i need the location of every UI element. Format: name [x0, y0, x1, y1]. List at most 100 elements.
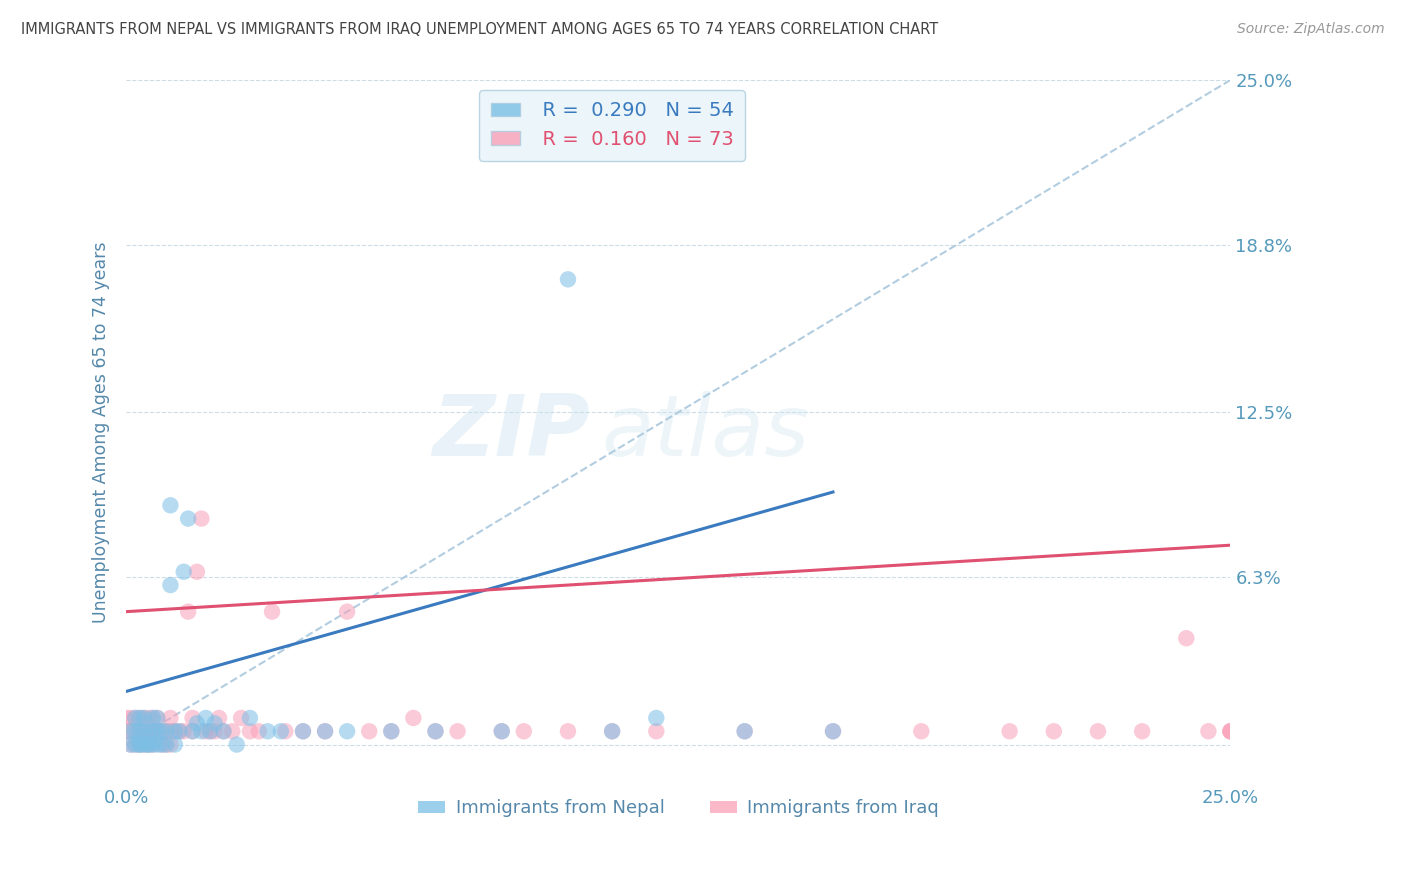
Point [155, 738, 177, 752]
Point [115, 711, 138, 725]
Point [128, 738, 150, 752]
Point [163, 724, 186, 739]
Point [256, 724, 278, 739]
Point [557, 724, 579, 739]
Point [557, 272, 579, 286]
Point [177, 605, 200, 619]
Point [150, 724, 173, 739]
Point [150, 738, 173, 752]
Point [1219, 724, 1241, 739]
Point [173, 565, 195, 579]
Text: atlas: atlas [602, 391, 808, 474]
Point [204, 716, 226, 731]
Point [142, 738, 165, 752]
Point [159, 498, 181, 512]
Point [159, 738, 181, 752]
Point [132, 738, 155, 752]
Point [120, 724, 142, 739]
Point [146, 711, 169, 725]
Point [194, 724, 217, 739]
Point [204, 724, 226, 739]
Point [169, 724, 191, 739]
Point [910, 724, 932, 739]
Point [1130, 724, 1153, 739]
Point [146, 738, 169, 752]
Point [380, 724, 402, 739]
Text: ZIP: ZIP [433, 391, 591, 474]
Point [208, 711, 231, 725]
Point [124, 711, 146, 725]
Point [734, 724, 756, 739]
Point [181, 711, 204, 725]
Point [998, 724, 1021, 739]
Point [124, 711, 146, 725]
Point [336, 724, 359, 739]
Y-axis label: Unemployment Among Ages 65 to 74 years: Unemployment Among Ages 65 to 74 years [93, 242, 110, 623]
Point [132, 738, 155, 752]
Point [186, 565, 208, 579]
Point [402, 711, 425, 725]
Point [159, 711, 181, 725]
Point [124, 724, 146, 739]
Point [181, 724, 204, 739]
Point [314, 724, 336, 739]
Point [138, 711, 160, 725]
Point [128, 711, 150, 725]
Point [600, 724, 623, 739]
Point [177, 511, 200, 525]
Point [128, 711, 150, 725]
Point [163, 724, 186, 739]
Point [821, 724, 844, 739]
Point [173, 724, 195, 739]
Point [491, 724, 513, 739]
Point [159, 724, 181, 739]
Point [231, 711, 253, 725]
Point [260, 605, 283, 619]
Point [115, 724, 138, 739]
Point [212, 724, 235, 739]
Point [128, 724, 150, 739]
Point [336, 605, 359, 619]
Legend: Immigrants from Nepal, Immigrants from Iraq: Immigrants from Nepal, Immigrants from I… [411, 792, 946, 825]
Point [645, 724, 668, 739]
Point [181, 724, 204, 739]
Point [138, 738, 160, 752]
Point [291, 724, 314, 739]
Point [1087, 724, 1109, 739]
Point [142, 711, 165, 725]
Point [155, 724, 177, 739]
Point [274, 724, 297, 739]
Point [821, 724, 844, 739]
Point [380, 724, 402, 739]
Point [124, 738, 146, 752]
Point [491, 724, 513, 739]
Point [142, 711, 165, 725]
Point [446, 724, 468, 739]
Point [124, 738, 146, 752]
Point [194, 711, 217, 725]
Point [425, 724, 447, 739]
Point [150, 738, 173, 752]
Point [1197, 724, 1219, 739]
Point [200, 724, 222, 739]
Point [513, 724, 536, 739]
Text: Source: ZipAtlas.com: Source: ZipAtlas.com [1237, 22, 1385, 37]
Point [146, 724, 169, 739]
Point [291, 724, 314, 739]
Point [155, 724, 177, 739]
Point [1219, 724, 1241, 739]
Point [212, 724, 235, 739]
Point [169, 724, 191, 739]
Point [1175, 631, 1198, 645]
Point [600, 724, 623, 739]
Point [645, 711, 668, 725]
Point [120, 738, 142, 752]
Point [247, 724, 270, 739]
Point [270, 724, 292, 739]
Point [128, 738, 150, 752]
Point [146, 724, 169, 739]
Point [138, 724, 160, 739]
Point [138, 738, 160, 752]
Point [163, 738, 186, 752]
Point [128, 738, 150, 752]
